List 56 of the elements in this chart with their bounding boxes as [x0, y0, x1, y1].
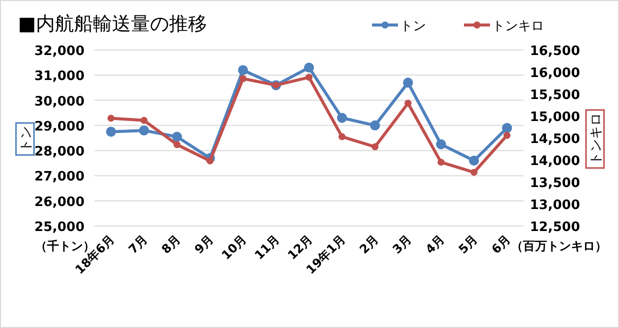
point [240, 75, 246, 82]
legend-label: トン [400, 19, 426, 34]
point [403, 78, 413, 88]
point [370, 120, 380, 130]
x-tick-label: 10月 [218, 232, 250, 262]
text: （百万トンキロ） [511, 239, 607, 253]
point [108, 114, 114, 122]
point [174, 141, 180, 148]
x-tick-label: 2月 [356, 232, 382, 257]
x-tick-label: 8月 [158, 232, 184, 257]
point [502, 122, 512, 133]
point [172, 132, 182, 142]
y2-tick-label: 16,500 [530, 44, 580, 59]
y-tick-label: 26,000 [34, 194, 84, 210]
point [372, 143, 378, 150]
point [337, 112, 347, 123]
point [436, 139, 446, 150]
y-tick-label: 32,000 [34, 44, 84, 59]
x-tick-label: 4月 [422, 232, 448, 257]
point [470, 168, 478, 176]
y2-tick-label: 15,000 [530, 110, 580, 125]
y2-axis-title: トンキロ [589, 113, 604, 165]
y-tick-label: 28,000 [34, 144, 84, 160]
y-tick-label: 30,000 [34, 94, 84, 110]
y2-tick-label: 14,000 [530, 154, 580, 169]
y-tick-label: 27,000 [34, 170, 84, 185]
point [469, 156, 479, 166]
y-tick-label: 25,000 [34, 220, 84, 235]
x-tick-label: 5月 [456, 232, 480, 257]
point [504, 132, 510, 139]
point [338, 133, 346, 140]
y-axis-title: トン [19, 126, 34, 152]
point [304, 62, 314, 73]
y-tick-label: 31,000 [34, 69, 84, 84]
y2-tick-label: 16,000 [530, 66, 580, 81]
point [238, 65, 248, 76]
chart-title: ■内航船輸送量の推移 [18, 13, 207, 35]
y2-tick-label: 15,500 [530, 88, 580, 103]
point [404, 100, 412, 107]
point [106, 126, 116, 137]
point [206, 157, 214, 164]
point [438, 158, 444, 166]
point [140, 116, 148, 124]
y2-tick-label: 12,500 [530, 220, 580, 235]
x-tick-label: 6月 [488, 232, 514, 257]
y-tick-label: 29,000 [34, 119, 84, 134]
point [139, 125, 149, 136]
x-tick-label: 7月 [126, 232, 150, 257]
x-tick-label: 9月 [192, 232, 216, 257]
y2-tick-label: 13,500 [530, 176, 580, 191]
point [306, 74, 312, 81]
y2-tick-label: 14,500 [530, 132, 580, 147]
x-tick-label: 11月 [252, 232, 282, 262]
x-tick-label: 3月 [390, 232, 414, 257]
legend-label: トンキロ [492, 19, 544, 34]
y2-tick-label: 13,000 [530, 198, 580, 213]
